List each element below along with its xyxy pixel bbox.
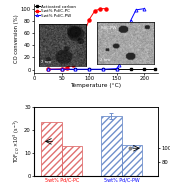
Activated carbon [61, 68, 63, 70]
5wt% Pd/C-PW [102, 68, 104, 70]
5wt% Pd/C-PW [143, 8, 145, 10]
Activated carbon [143, 68, 145, 70]
Line: 5wt% Pd/C-PC: 5wt% Pd/C-PC [46, 7, 107, 71]
Bar [41, 122, 62, 176]
Activated carbon [130, 68, 132, 70]
Activated carbon [88, 68, 90, 70]
5wt% Pd/C-PW [116, 67, 118, 70]
5wt% Pd/C-PC [99, 8, 101, 10]
5wt% Pd/C-PC [66, 67, 68, 69]
5wt% Pd/C-PW [118, 64, 121, 66]
Bar [101, 116, 122, 176]
5wt% Pd/C-PW [47, 68, 49, 70]
X-axis label: Temperature (°C): Temperature (°C) [71, 83, 122, 88]
5wt% Pd/C-PC [72, 64, 74, 66]
5wt% Pd/C-PW [88, 68, 90, 70]
5wt% Pd/C-PC [88, 19, 90, 21]
Activated carbon [116, 68, 118, 70]
5wt% Pd/C-PC [105, 8, 107, 10]
5wt% Pd/C-PC [83, 33, 85, 35]
Activated carbon [102, 68, 104, 70]
Y-axis label: TOF$_{CO}$ ×10$^3$ (s$^{-1}$): TOF$_{CO}$ ×10$^3$ (s$^{-1}$) [12, 119, 22, 163]
5wt% Pd/C-PC [77, 53, 79, 55]
5wt% Pd/C-PW [130, 20, 132, 22]
Y-axis label: CO conversion (%): CO conversion (%) [14, 14, 19, 63]
5wt% Pd/C-PW [61, 68, 63, 70]
Activated carbon [74, 68, 76, 70]
5wt% Pd/C-PW [74, 68, 76, 70]
5wt% Pd/C-PC [94, 10, 96, 12]
Legend: Activated carbon, 5wt% Pd/C-PC, 5wt% Pd/C-PW: Activated carbon, 5wt% Pd/C-PC, 5wt% Pd/… [34, 4, 76, 18]
5wt% Pd/C-PW [124, 41, 126, 43]
Line: Activated carbon: Activated carbon [47, 68, 157, 70]
5wt% Pd/C-PW [135, 9, 137, 11]
Line: 5wt% Pd/C-PW: 5wt% Pd/C-PW [46, 7, 146, 71]
Activated carbon [47, 68, 49, 70]
Activated carbon [154, 68, 156, 70]
Bar [122, 145, 142, 176]
5wt% Pd/C-PC [61, 68, 63, 70]
5wt% Pd/C-PC [47, 68, 49, 70]
Bar [62, 146, 82, 176]
